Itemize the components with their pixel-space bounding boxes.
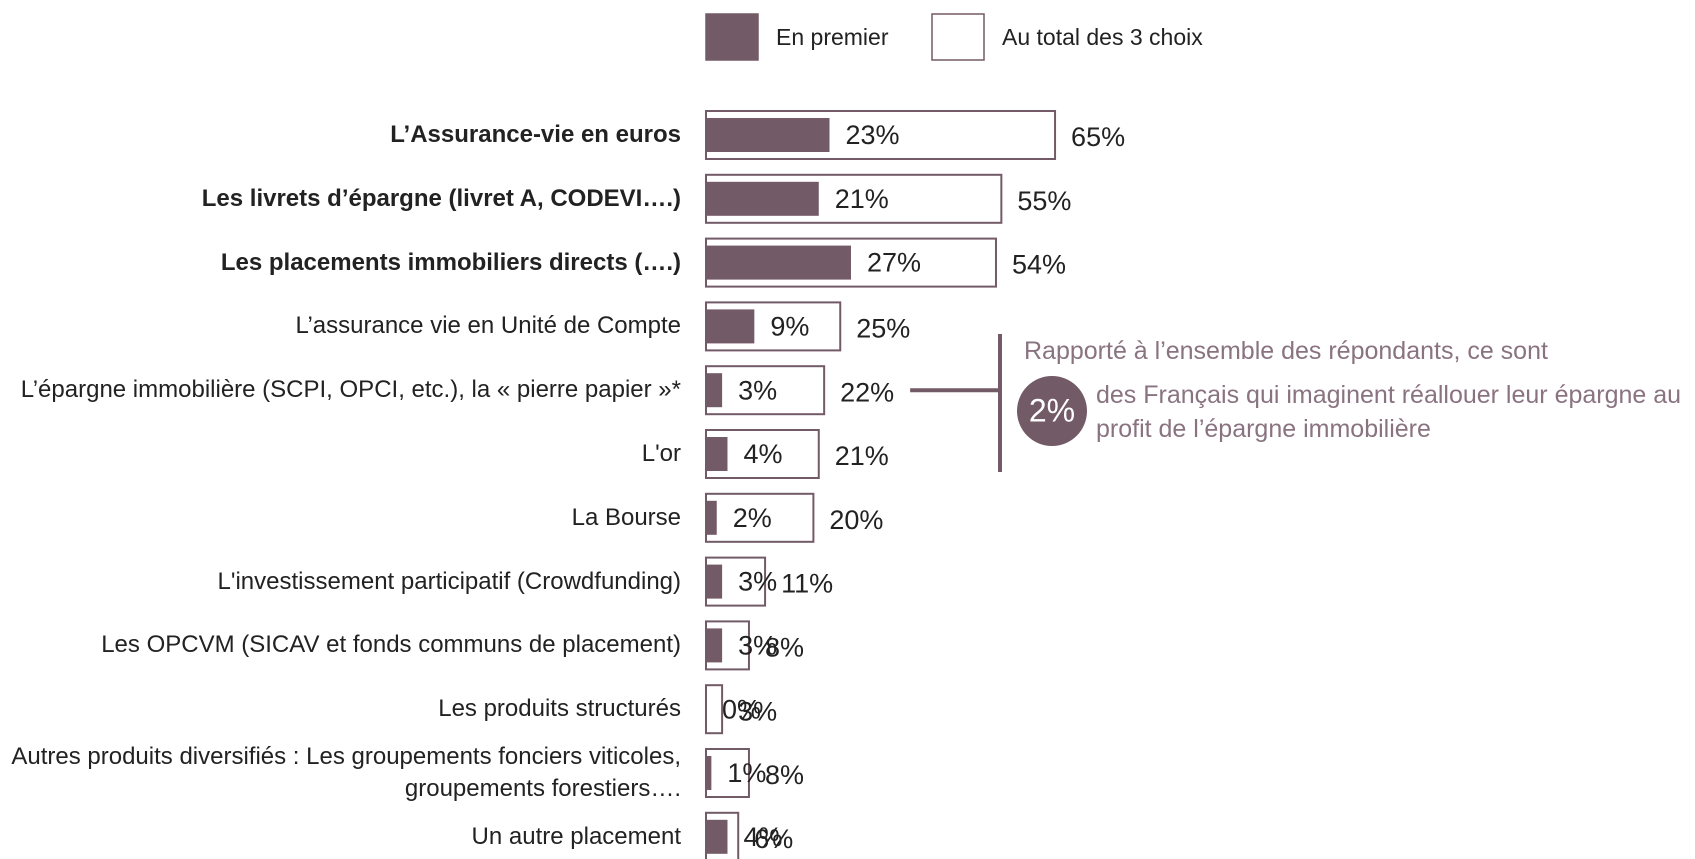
category-label: Les livrets d’épargne (livret A, CODEVI…… bbox=[201, 184, 681, 212]
annotation-text: Rapporté à l’ensemble des répondants, ce… bbox=[1024, 337, 1548, 365]
value-label: 23% bbox=[846, 120, 900, 150]
value-label: 21% bbox=[835, 184, 889, 214]
bar-total bbox=[705, 748, 750, 798]
category-label: L'or bbox=[641, 440, 681, 467]
value-label: 11% bbox=[781, 569, 833, 599]
bar-first bbox=[706, 309, 755, 344]
annotation-value: 2% bbox=[1029, 392, 1075, 428]
category-label: Les produits structurés bbox=[438, 695, 681, 723]
category-label: La Bourse bbox=[571, 503, 681, 531]
bar-first bbox=[706, 373, 723, 408]
annotation-badge bbox=[1017, 376, 1087, 446]
legend-swatch bbox=[705, 13, 759, 61]
bar-first bbox=[706, 181, 819, 216]
value-label: 1% bbox=[727, 758, 766, 788]
value-label: 8% bbox=[765, 760, 804, 790]
value-label: 0% bbox=[722, 694, 761, 724]
legend-label: Au total des 3 choix bbox=[1002, 24, 1203, 50]
category-label: Les OPCVM (SICAV et fonds communs de pla… bbox=[101, 631, 681, 659]
bar-total bbox=[705, 684, 724, 735]
value-label: 21% bbox=[835, 441, 889, 471]
legend-label: En premier bbox=[776, 24, 889, 50]
value-label: 22% bbox=[840, 377, 894, 407]
category-label: Un autre placement bbox=[471, 822, 681, 850]
bar-first bbox=[706, 118, 830, 152]
bar-first bbox=[706, 628, 723, 663]
category-label: L'investissement participatif (Crowdfund… bbox=[217, 567, 681, 595]
category-label: L’Assurance-vie en euros bbox=[390, 121, 681, 148]
value-label: 25% bbox=[856, 314, 910, 344]
value-label: 20% bbox=[829, 505, 883, 535]
value-label: 3% bbox=[738, 375, 777, 405]
value-label: 3% bbox=[738, 631, 777, 661]
legend-swatch bbox=[931, 13, 985, 61]
bar-first bbox=[706, 564, 723, 599]
annotation-text: des Français qui imaginent réallouer leu… bbox=[1096, 381, 1682, 443]
category-label: L’assurance vie en Unité de Compte bbox=[295, 312, 681, 340]
value-label: 4% bbox=[743, 439, 782, 469]
bar-first bbox=[706, 819, 728, 854]
value-label: 9% bbox=[770, 312, 809, 342]
value-label: 65% bbox=[1071, 122, 1125, 152]
value-label: 8% bbox=[765, 633, 804, 663]
value-label: 27% bbox=[867, 248, 921, 278]
value-label: 4% bbox=[743, 822, 782, 852]
bar-first bbox=[706, 437, 728, 471]
category-label: L’épargne immobilière (SCPI, OPCI, etc.)… bbox=[20, 376, 681, 404]
bar-total bbox=[705, 492, 815, 543]
value-label: 55% bbox=[1017, 186, 1071, 216]
bar-first bbox=[706, 500, 717, 535]
value-label: 54% bbox=[1012, 250, 1066, 280]
value-label: 6% bbox=[754, 824, 793, 854]
value-label: 3% bbox=[738, 567, 777, 597]
bar-first bbox=[706, 756, 712, 790]
category-label: Les placements immobiliers directs (….) bbox=[220, 248, 681, 276]
value-label: 3% bbox=[738, 696, 777, 726]
category-label: Autres produits diversifiés : Les groupe… bbox=[11, 743, 681, 802]
value-label: 2% bbox=[733, 503, 772, 533]
bar-first bbox=[706, 245, 851, 280]
